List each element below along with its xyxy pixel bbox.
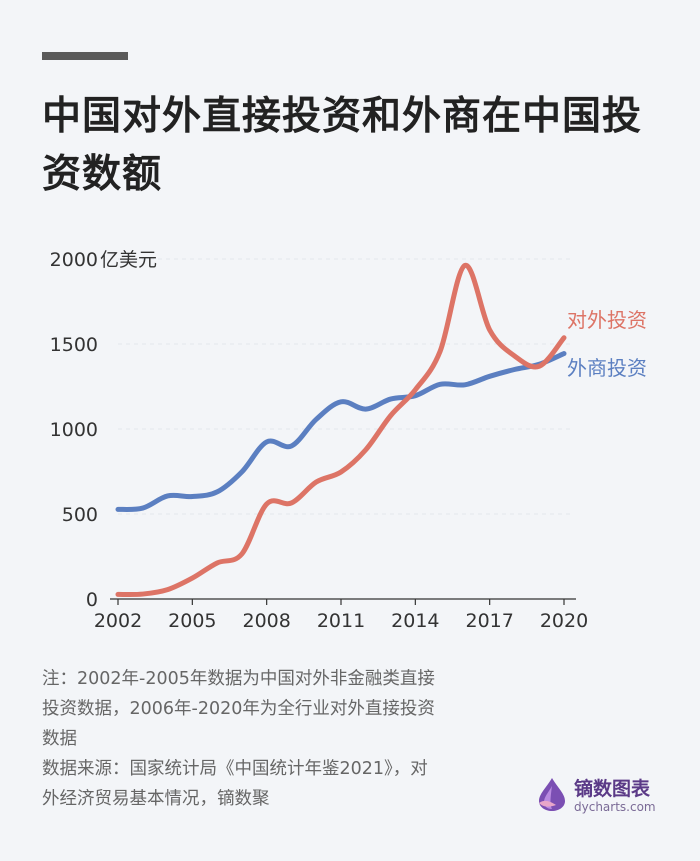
y-tick-label: 0 — [86, 589, 98, 611]
brand-logo: 镝数图表 dycharts.com — [536, 770, 666, 820]
title-accent-bar — [42, 52, 128, 60]
footnote: 注：2002年-2005年数据为中国对外非金融类直接投资数据，2006年-202… — [42, 664, 442, 814]
grid-lines — [118, 258, 570, 515]
footnote-source: 数据来源：国家统计局《中国统计年鉴2021》，对外经济贸易基本情况，镝数聚 — [42, 759, 428, 809]
x-tick-label: 2020 — [540, 610, 588, 632]
series-lines — [115, 262, 567, 598]
x-tick-label: 2011 — [317, 610, 365, 632]
series-label-outward-investment: 对外投资 — [567, 308, 647, 332]
x-tick-label: 2017 — [465, 610, 513, 632]
x-tick-label: 2002 — [94, 610, 142, 632]
droplet-logo-icon — [539, 778, 565, 811]
logo-name: 镝数图表 — [574, 778, 651, 800]
y-tick-label: 1500 — [50, 334, 98, 356]
y-unit-label: 亿美元 — [100, 249, 157, 271]
page-title: 中国对外直接投资和外商在中国投资数额 — [42, 94, 643, 197]
y-tick-label: 500 — [62, 504, 98, 526]
series-line-foreign-investment — [115, 351, 567, 512]
series-label-foreign-investment: 外商投资 — [567, 356, 647, 380]
x-tick-label: 2005 — [168, 610, 216, 632]
y-tick-label: 2000 — [50, 249, 98, 271]
footnote-note: 注：2002年-2005年数据为中国对外非金融类直接投资数据，2006年-202… — [42, 669, 435, 749]
line-chart: 0 500 1000 1500 2000 亿美元 2002 2005 2008 2011 2014 2… — [50, 249, 647, 632]
series-line-outward-investment — [115, 262, 567, 598]
y-tick-label: 1000 — [50, 419, 98, 441]
x-tick-label: 2014 — [391, 610, 439, 632]
logo-site: dycharts.com — [574, 800, 656, 814]
axes: 0 500 1000 1500 2000 亿美元 2002 2005 2008 2011 2014 2… — [50, 249, 589, 632]
x-tick-label: 2008 — [242, 610, 290, 632]
